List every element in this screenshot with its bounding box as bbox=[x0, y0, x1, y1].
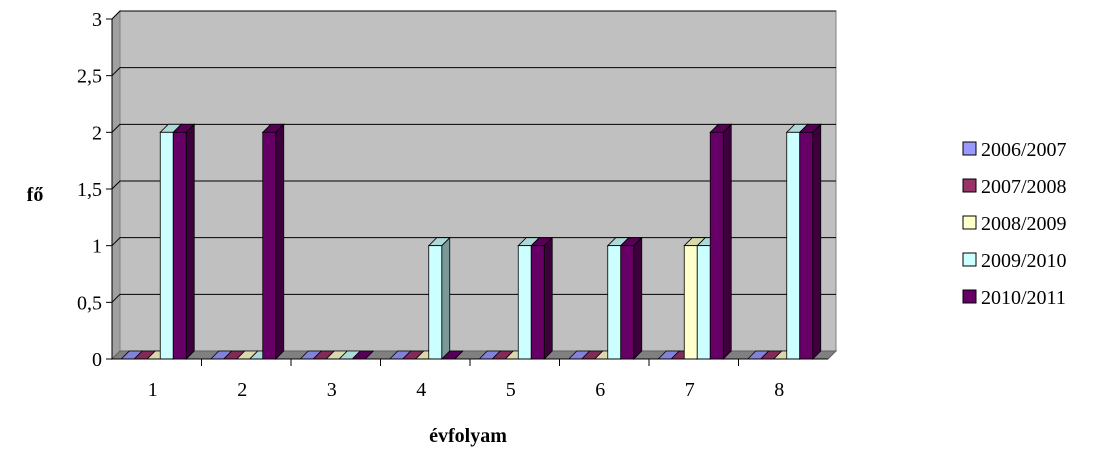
y-tick-label: 3 bbox=[92, 9, 102, 31]
legend-label: 2006/2007 bbox=[981, 139, 1067, 161]
legend-label: 2008/2009 bbox=[981, 213, 1067, 235]
legend-label: 2009/2010 bbox=[981, 250, 1067, 272]
legend-swatch bbox=[962, 252, 977, 267]
x-axis-title: évfolyam bbox=[429, 425, 507, 447]
bars bbox=[120, 123, 822, 360]
gridline bbox=[111, 180, 836, 190]
gridline bbox=[111, 293, 836, 303]
legend-item: 2006/2007 bbox=[962, 139, 1067, 161]
y-tick-label: 2,5 bbox=[77, 66, 102, 88]
bar bbox=[427, 236, 451, 360]
y-axis-title: fő bbox=[27, 184, 44, 206]
axes bbox=[106, 18, 828, 366]
bar bbox=[798, 123, 822, 360]
gridline bbox=[111, 10, 836, 20]
legend-item: 2007/2008 bbox=[962, 176, 1067, 198]
x-tick-label: 8 bbox=[774, 379, 784, 401]
bar bbox=[261, 123, 285, 360]
legend-item: 2008/2009 bbox=[962, 213, 1067, 235]
x-tick-label: 6 bbox=[595, 379, 605, 401]
bar bbox=[619, 236, 643, 360]
x-tick-label: 4 bbox=[416, 379, 426, 401]
legend-label: 2007/2008 bbox=[981, 176, 1067, 198]
legend-swatch bbox=[962, 178, 977, 193]
y-tick-label: 1,5 bbox=[77, 179, 102, 201]
legend-item: 2010/2011 bbox=[962, 287, 1066, 309]
y-tick-label: 2 bbox=[92, 122, 102, 144]
gridlines bbox=[111, 10, 836, 303]
legend-swatch bbox=[962, 289, 977, 304]
bar bbox=[172, 123, 196, 360]
legend-label: 2010/2011 bbox=[981, 287, 1066, 309]
y-tick-label: 1 bbox=[92, 236, 102, 258]
legend-swatch bbox=[962, 215, 977, 230]
gridline bbox=[111, 67, 836, 77]
x-tick-label: 2 bbox=[237, 379, 247, 401]
x-tick-label: 3 bbox=[327, 379, 337, 401]
legend-swatch bbox=[962, 141, 977, 156]
x-tick-label: 7 bbox=[685, 379, 695, 401]
legend-item: 2009/2010 bbox=[962, 250, 1067, 272]
y-tick-labels: 0 0,5 1 1,5 2 2,5 3 bbox=[77, 9, 102, 371]
bar bbox=[709, 123, 733, 360]
legend: 2006/2007 2007/2008 2008/2009 2009/2010 2010… bbox=[962, 139, 1067, 309]
y-tick-label: 0,5 bbox=[77, 292, 102, 314]
x-tick-label: 5 bbox=[506, 379, 516, 401]
bar bbox=[530, 236, 554, 360]
x-tick-labels: 1 2 3 4 5 6 7 8 bbox=[148, 379, 785, 401]
x-tick-label: 1 bbox=[148, 379, 158, 401]
gridline bbox=[111, 123, 836, 133]
y-tick-label: 0 bbox=[92, 349, 102, 371]
gridline bbox=[111, 237, 836, 247]
